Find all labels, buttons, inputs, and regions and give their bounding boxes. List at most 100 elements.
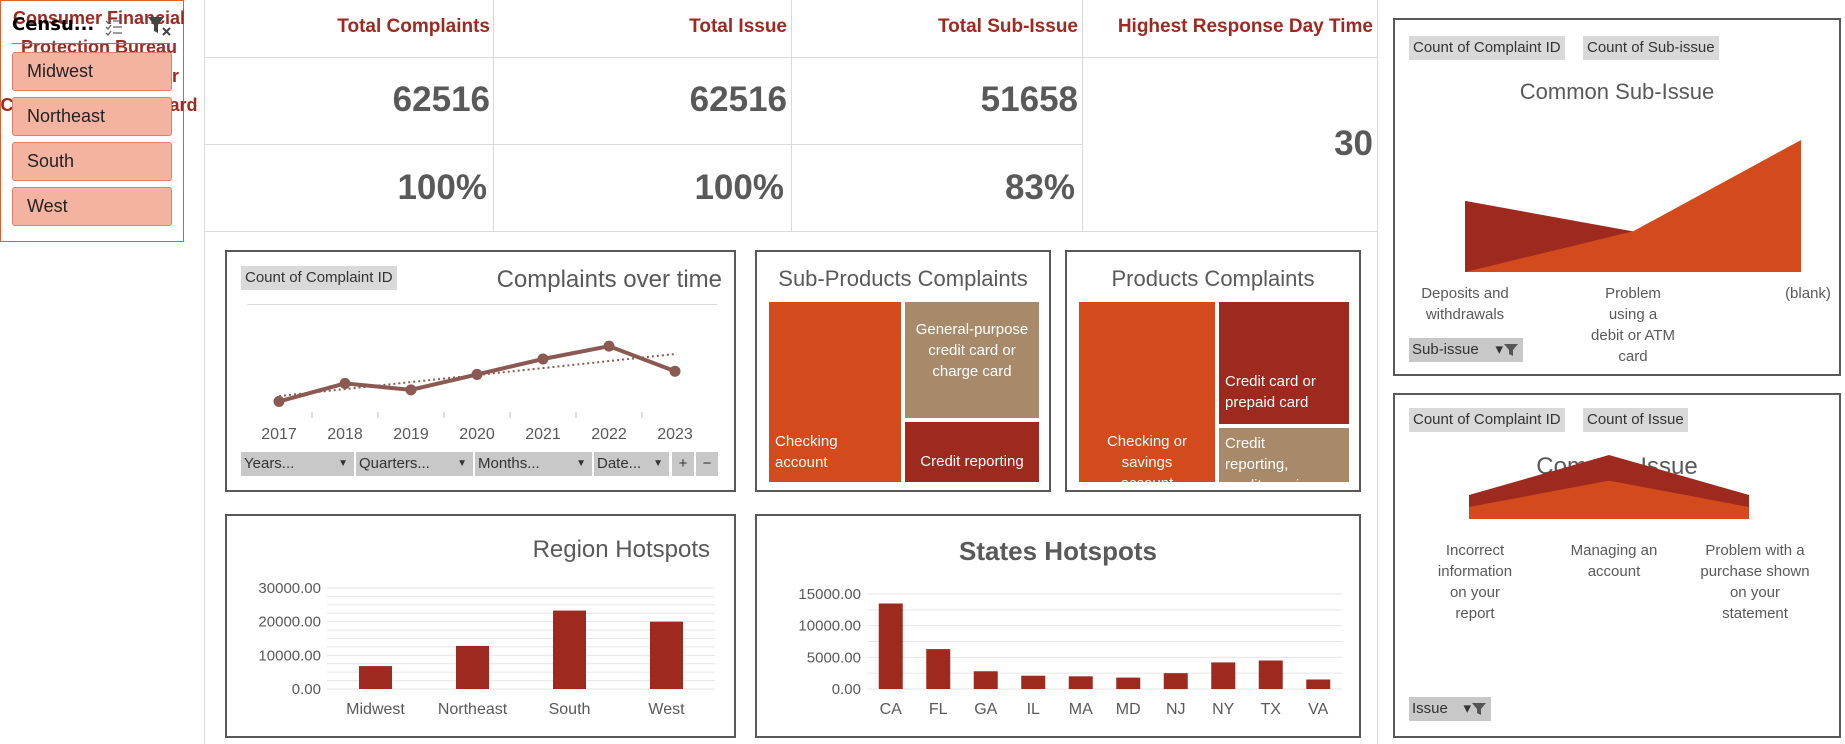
field-button-count-complaint-id[interactable]: Count of Complaint ID: [1409, 408, 1565, 432]
field-button-count-complaint-id[interactable]: Count of Complaint ID: [1409, 36, 1565, 60]
trendline: [278, 353, 676, 398]
bar: [456, 645, 489, 689]
products-panel: Products Complaints Checking or savings ac…: [1065, 250, 1361, 492]
bar: [650, 621, 683, 689]
grid-line: [1082, 0, 1083, 231]
expand-button[interactable]: +: [672, 452, 694, 476]
filter-date[interactable]: Date... ▼: [594, 452, 669, 476]
bar: [1258, 660, 1283, 689]
y-tick-label: 10000.00: [258, 647, 321, 664]
kpi-label-total-complaints: Total Complaints: [337, 16, 490, 37]
x-tick-label: Deposits and withdrawals: [1421, 285, 1509, 323]
x-tick-label: Midwest: [346, 701, 405, 718]
data-point: [537, 353, 549, 365]
x-tick-label: Northeast: [438, 701, 508, 718]
grid-line: [1377, 0, 1378, 744]
dropdown-icon: ▼: [576, 458, 586, 469]
kpi-value-total-sub-issue: 51658: [980, 80, 1078, 119]
common-sub-issue-panel: Count of Complaint ID Count of Sub-issue…: [1393, 18, 1841, 376]
bar: [553, 610, 586, 689]
kpi-percent-total-issue: 100%: [694, 168, 784, 207]
kpi-value-total-issue: 62516: [689, 80, 787, 119]
treemap-label: Checking or savings account: [1107, 433, 1187, 484]
bar: [878, 603, 903, 689]
grid-line: [493, 0, 494, 231]
field-button-count-issue[interactable]: Count of Issue: [1583, 408, 1688, 432]
bar-chart: 0.00 10000.00 20000.00 30000.00 Midwest North…: [258, 580, 715, 718]
data-point: [471, 368, 483, 380]
x-tick-label: MA: [1069, 701, 1093, 718]
x-tick-label: NJ: [1166, 701, 1186, 718]
chart-title: Complaints over time: [496, 266, 722, 293]
field-button-count-complaint-id[interactable]: Count of Complaint ID: [241, 266, 397, 290]
filter-months-label: Months...: [478, 455, 540, 472]
treemap-tile: [1079, 302, 1215, 482]
clear-filter-icon[interactable]: [146, 14, 172, 38]
area-series: [1465, 140, 1801, 272]
y-tick-label: 0.00: [832, 681, 861, 698]
x-tick-label: VA: [1308, 701, 1328, 718]
grid-line: [204, 57, 1377, 58]
grid-line: [791, 0, 792, 231]
field-button-count-sub-issue[interactable]: Count of Sub-issue: [1583, 36, 1719, 60]
bar: [1306, 679, 1331, 689]
x-tick-label: FL: [929, 701, 948, 718]
kpi-value-highest-response: 30: [1334, 124, 1373, 163]
x-tick-label: Problem with a purchase shown on your state…: [1700, 542, 1809, 622]
chart-title: Region Hotspots: [532, 536, 710, 563]
collapse-button[interactable]: −: [696, 452, 718, 476]
x-tick-label: South: [549, 701, 591, 718]
filter-months[interactable]: Months... ▼: [475, 452, 592, 476]
data-point: [339, 377, 351, 389]
slicer-header: Censu...: [12, 12, 172, 44]
filter-issue[interactable]: Issue ▾: [1409, 697, 1491, 721]
x-tick-label: 2021: [525, 426, 561, 443]
filter-sub-issue[interactable]: Sub-issue ▾: [1409, 338, 1523, 362]
filter-issue-label: Issue: [1412, 700, 1448, 717]
slicer-item-midwest[interactable]: Midwest: [12, 52, 172, 91]
treemap-chart: Checking or savings account Credit card or p…: [1079, 302, 1349, 484]
x-tick-label: Problem using a debit or ATM card: [1591, 285, 1675, 365]
treemap-tile: [905, 302, 1039, 418]
x-tick-label: Managing an account: [1571, 542, 1658, 580]
filter-quarters[interactable]: Quarters... ▼: [356, 452, 473, 476]
bar: [1116, 677, 1141, 689]
x-tick-label: MD: [1116, 701, 1141, 718]
area-chart: Incorrect information on your report Managin…: [1438, 455, 1810, 622]
filter-sub-issue-label: Sub-issue: [1412, 341, 1479, 358]
treemap-label: Checking account: [775, 433, 838, 471]
slicer-item-south[interactable]: South: [12, 142, 172, 181]
x-tick-label: (blank): [1785, 285, 1831, 302]
common-issue-panel: Count of Complaint ID Count of Issue Com…: [1393, 393, 1841, 738]
slicer-item-west[interactable]: West: [12, 187, 172, 226]
y-tick-label: 10000.00: [798, 618, 861, 635]
multi-select-icon[interactable]: [104, 16, 124, 36]
y-tick-label: 20000.00: [258, 614, 321, 631]
dropdown-icon: ▼: [653, 458, 663, 469]
filter-years[interactable]: Years... ▼: [241, 452, 354, 476]
x-tick-label: IL: [1027, 701, 1040, 718]
chart-title: States Hotspots: [959, 536, 1157, 566]
chart-divider: [247, 304, 717, 305]
data-point: [603, 340, 615, 352]
complaints-over-time-panel: Count of Complaint ID Complaints over ti…: [225, 250, 736, 492]
census-region-slicer: Censu... Midwest Northeast South West: [0, 0, 184, 242]
bar: [926, 649, 951, 689]
chart-title: Sub-Products Complaints: [778, 266, 1028, 291]
sub-products-panel: Sub-Products Complaints Checking account G…: [755, 250, 1051, 492]
y-tick-label: 30000.00: [258, 580, 321, 597]
slicer-item-northeast[interactable]: Northeast: [12, 97, 172, 136]
dropdown-icon: ▼: [457, 458, 467, 469]
slicer-title: Censu...: [12, 14, 95, 35]
filter-quarters-label: Quarters...: [359, 455, 430, 472]
grid-line: [204, 144, 1082, 145]
y-tick-label: 5000.00: [807, 649, 861, 666]
filter-icon: ▾: [1495, 338, 1519, 362]
bar: [359, 666, 392, 689]
x-tick-label: GA: [974, 701, 997, 718]
area-series: [1469, 480, 1749, 519]
kpi-label-total-sub-issue: Total Sub-Issue: [937, 16, 1078, 37]
treemap-tile: [1219, 302, 1349, 424]
x-tick-label: 2023: [657, 426, 693, 443]
bar: [1163, 673, 1188, 689]
